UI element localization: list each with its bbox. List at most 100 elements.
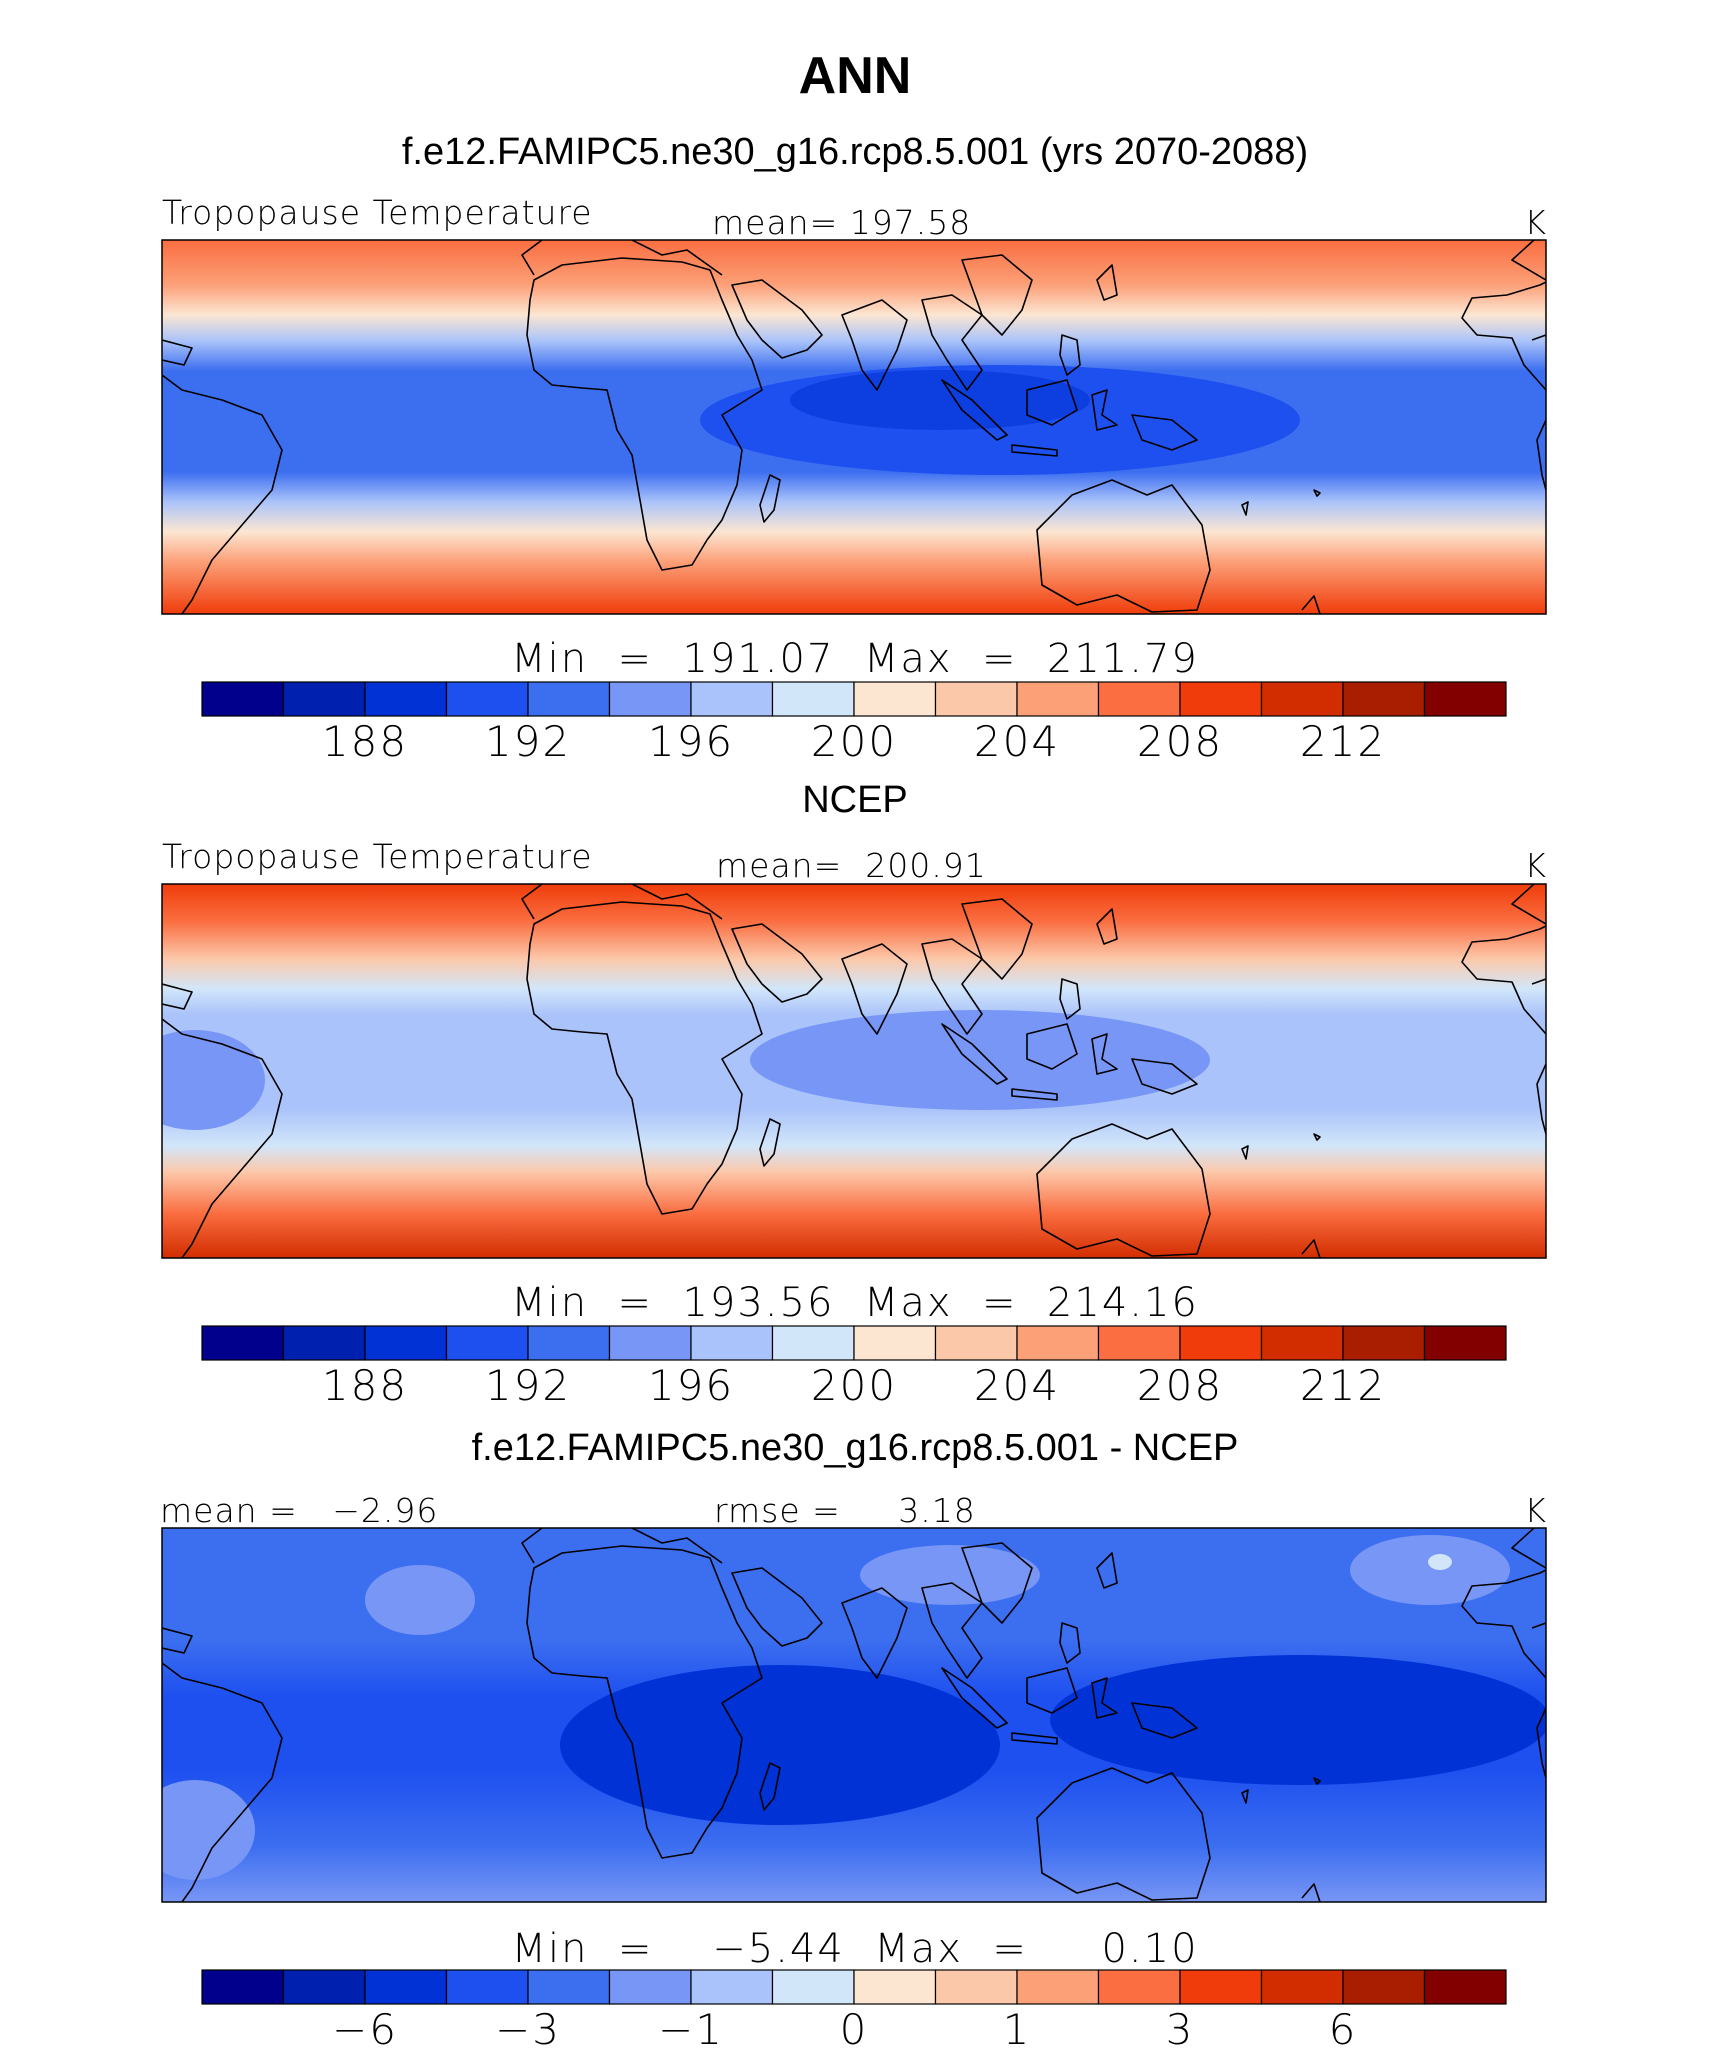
colorbar-swatch — [1097, 681, 1181, 717]
colorbar-swatch — [364, 1969, 448, 2005]
colorbar-swatch — [690, 1325, 774, 1361]
colorbar-swatch — [1016, 1325, 1100, 1361]
max-anomaly — [1428, 1554, 1452, 1570]
colorbar-swatch — [445, 681, 529, 717]
colorbar-tick-label: 188 — [322, 717, 408, 766]
panel-center-label: mean= 197.58 — [712, 203, 971, 242]
colorbar-tick-label: 208 — [1137, 1361, 1223, 1410]
colorbar-tick-label: 204 — [974, 717, 1060, 766]
warm-pool-minimum — [750, 1010, 1210, 1110]
colorbar-tick-label: 200 — [811, 1361, 897, 1410]
colorbar-tick-label: 3 — [1166, 2005, 1195, 2051]
colorbar-swatch — [1423, 1969, 1507, 2005]
colorbar-tick-label: 188 — [322, 1361, 408, 1410]
colorbar-ticks: 188 192 196 200 204 208 212 — [322, 1361, 1386, 1410]
colorbar-swatch — [527, 681, 611, 717]
colorbar-tick-label: 200 — [811, 717, 897, 766]
panel-left-label: Tropopause Temperature — [162, 193, 593, 232]
panel-ncep: NCEP Tropopause Temperature mean= 200.91… — [161, 779, 1547, 1410]
panel-heading: NCEP — [802, 779, 908, 821]
weak-anomaly-ne — [860, 1545, 1040, 1605]
colorbar-tick-label: 208 — [1137, 717, 1223, 766]
panel-left-label: mean = −2.96 — [160, 1491, 438, 1530]
panel-heading: f.e12.FAMIPC5.ne30_g16.rcp8.5.001 (yrs 2… — [402, 131, 1308, 173]
colorbar-tick-label: 6 — [1329, 2005, 1358, 2051]
colorbar-tick-label: −1 — [658, 2005, 724, 2051]
colorbar-swatch — [1179, 1969, 1263, 2005]
weak-anomaly-na — [1350, 1535, 1510, 1605]
colorbar-swatch — [364, 1325, 448, 1361]
colorbar-swatch — [934, 681, 1018, 717]
colorbar-swatch — [282, 681, 366, 717]
colorbar — [201, 1325, 1507, 1361]
map-plot — [162, 240, 1546, 614]
panel-center-label: mean= 200.91 — [716, 846, 987, 885]
map-frame — [161, 883, 1547, 1259]
colorbar-swatch — [201, 681, 285, 717]
colorbar-swatch — [364, 681, 448, 717]
colorbar-swatch — [853, 1325, 937, 1361]
warm-pool-core — [790, 370, 1090, 430]
colorbar-tick-label: 212 — [1300, 1361, 1386, 1410]
panel-heading: f.e12.FAMIPC5.ne30_g16.rcp8.5.001 - NCEP — [472, 1427, 1239, 1469]
panel-center-label: rmse = 3.18 — [714, 1491, 976, 1530]
colorbar-ticks: 188 192 196 200 204 208 212 — [322, 717, 1386, 766]
colorbar-tick-label: 196 — [648, 717, 734, 766]
colorbar-swatch — [1342, 681, 1426, 717]
minmax-label: Min = −5.44 Max = 0.10 — [511, 1926, 1198, 1972]
colorbar-tick-label: −3 — [495, 2005, 561, 2051]
colorbar — [201, 1969, 1507, 2005]
colorbar-swatch — [527, 1325, 611, 1361]
colorbar-swatch — [445, 1969, 529, 2005]
colorbar-tick-label: −6 — [332, 2005, 398, 2051]
minmax-label: Min = 193.56 Max = 214.16 — [511, 1280, 1199, 1326]
weak-anomaly-nw — [365, 1565, 475, 1635]
colorbar-swatch — [1260, 1325, 1344, 1361]
colorbar-swatch — [527, 1969, 611, 2005]
colorbar-swatch — [608, 1969, 692, 2005]
map-plot — [162, 884, 1546, 1258]
colorbar-swatch — [690, 1969, 774, 2005]
colorbar-swatch — [934, 1969, 1018, 2005]
colorbar-swatch — [1097, 1325, 1181, 1361]
colorbar-swatch — [853, 681, 937, 717]
minmax-label: Min = 191.07 Max = 211.79 — [511, 636, 1199, 682]
colorbar-tick-label: 0 — [840, 2005, 869, 2051]
panel-units: K — [1524, 846, 1546, 885]
map-frame — [161, 239, 1547, 615]
panel-model: f.e12.FAMIPC5.ne30_g16.rcp8.5.001 (yrs 2… — [161, 131, 1547, 766]
colorbar-tick-label: 1 — [1003, 2005, 1032, 2051]
colorbar-swatch — [1179, 681, 1263, 717]
colorbar-swatch — [1423, 681, 1507, 717]
colorbar-swatch — [853, 1969, 937, 2005]
colorbar-swatch — [1342, 1969, 1426, 2005]
colorbar-tick-label: 196 — [648, 1361, 734, 1410]
colorbar-swatch — [1016, 1969, 1100, 2005]
colorbar-swatch — [1097, 1969, 1181, 2005]
panel-difference: f.e12.FAMIPC5.ne30_g16.rcp8.5.001 - NCEP… — [160, 1427, 1547, 2054]
colorbar-ticks: −6 −3 −1 0 1 3 6 — [332, 2005, 1358, 2054]
colorbar-swatch — [1260, 1969, 1344, 2005]
amazon-minimum — [162, 1030, 265, 1130]
figure-title: ANN — [799, 47, 912, 105]
colorbar-tick-label: 212 — [1300, 717, 1386, 766]
colorbar-swatch — [1260, 681, 1344, 717]
panel-units: K — [1524, 1491, 1546, 1530]
colorbar-swatch — [608, 1325, 692, 1361]
colorbar-swatch — [771, 1325, 855, 1361]
map-frame — [161, 1527, 1547, 1903]
colorbar-swatch — [690, 681, 774, 717]
map-plot — [162, 1528, 1546, 1902]
colorbar-swatch — [282, 1969, 366, 2005]
panel-left-label: Tropopause Temperature — [162, 837, 593, 876]
colorbar — [201, 681, 1507, 717]
colorbar-swatch — [445, 1325, 529, 1361]
colorbar-swatch — [771, 681, 855, 717]
indian-ocean-minimum — [560, 1665, 1000, 1825]
panel-units: K — [1524, 203, 1546, 242]
colorbar-tick-label: 192 — [485, 1361, 571, 1410]
colorbar-swatch — [771, 1969, 855, 2005]
colorbar-tick-label: 204 — [974, 1361, 1060, 1410]
pacific-minimum — [1050, 1655, 1546, 1785]
